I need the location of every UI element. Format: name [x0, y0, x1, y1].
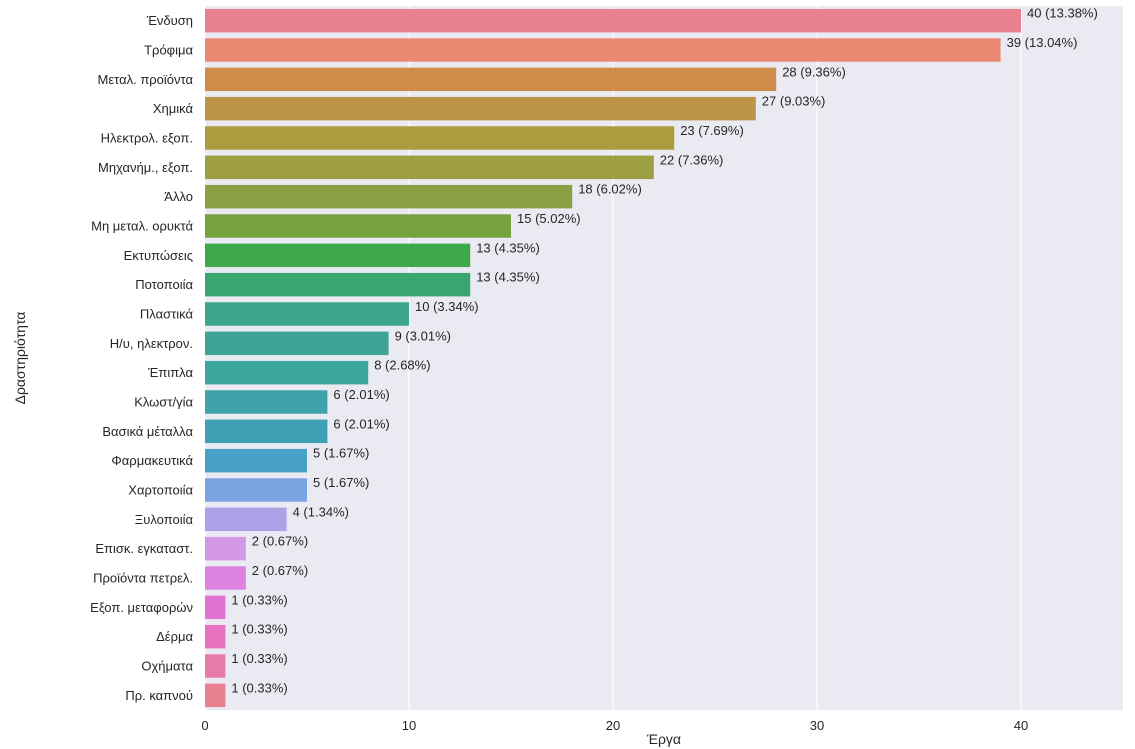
x-tick-label: 20 — [606, 718, 620, 733]
data-label: 39 (13.04%) — [1007, 35, 1078, 50]
category-label: Προϊόντα πετρελ. — [93, 571, 193, 586]
bar — [205, 302, 409, 326]
data-label: 40 (13.38%) — [1027, 6, 1098, 21]
data-label: 15 (5.02%) — [517, 211, 581, 226]
data-label: 28 (9.36%) — [782, 64, 846, 79]
x-tick-labels: 0 10 20 30 40 — [201, 718, 1028, 733]
bar — [205, 126, 675, 150]
category-label: Εξοπ. μεταφορών — [90, 600, 193, 615]
data-label: 1 (0.33%) — [231, 592, 287, 607]
category-label: Πλαστικά — [140, 307, 194, 322]
data-label: 23 (7.69%) — [680, 123, 744, 138]
data-label: 9 (3.01%) — [395, 328, 451, 343]
category-label: Δέρμα — [156, 629, 193, 644]
data-label: 22 (7.36%) — [660, 152, 724, 167]
data-label: 1 (0.33%) — [231, 680, 287, 695]
bar — [205, 272, 471, 297]
bar — [205, 624, 226, 649]
plot-background — [205, 6, 1123, 710]
category-label: Ηλεκτρολ. εξοπ. — [101, 131, 193, 146]
x-axis-label: Έργα — [646, 731, 681, 747]
bar — [205, 360, 369, 385]
data-label: 2 (0.67%) — [252, 563, 308, 578]
bar — [205, 448, 307, 473]
category-label: Κλωστ/γία — [134, 395, 193, 410]
category-label: Έπιπλα — [147, 365, 193, 380]
data-label: 1 (0.33%) — [231, 622, 287, 637]
data-label: 4 (1.34%) — [293, 504, 349, 519]
category-label: Ένδυση — [146, 13, 193, 28]
bar — [205, 683, 226, 708]
bar — [205, 536, 246, 561]
bar — [205, 419, 328, 444]
category-label: Φαρμακευτικά — [111, 453, 193, 468]
x-tick-label: 10 — [402, 718, 416, 733]
bar — [205, 331, 389, 356]
x-tick-label: 40 — [1014, 718, 1028, 733]
data-label: 6 (2.01%) — [333, 387, 389, 402]
data-label: 6 (2.01%) — [333, 416, 389, 431]
bar — [205, 184, 573, 209]
bar — [205, 595, 226, 620]
category-label: Μηχανήμ., εξοπ. — [98, 160, 193, 175]
data-labels: 40 (13.38%) 39 (13.04%) 28 (9.36%) 27 (9.03… — [231, 6, 1097, 696]
data-label: 18 (6.02%) — [578, 182, 642, 197]
category-label: Οχήματα — [141, 659, 193, 674]
bar — [205, 67, 777, 92]
bar — [205, 96, 756, 121]
category-labels: Ένδυση Τρόφιμα Μεταλ. προϊόντα Χημικά Ηλεκτρ… — [90, 13, 193, 703]
category-label: Ποτοποιία — [135, 277, 193, 292]
data-label: 10 (3.34%) — [415, 299, 479, 314]
bar — [205, 155, 654, 180]
category-label: Εκτυπώσεις — [124, 248, 193, 263]
data-label: 8 (2.68%) — [374, 358, 430, 373]
bar — [205, 8, 1021, 33]
bar — [205, 243, 471, 268]
bars — [205, 8, 1021, 708]
data-label: 5 (1.67%) — [313, 475, 369, 490]
bar — [205, 38, 1001, 62]
data-label: 5 (1.67%) — [313, 446, 369, 461]
bar — [205, 654, 226, 678]
category-label: Χημικά — [153, 101, 194, 116]
category-label: Τρόφιμα — [144, 43, 193, 58]
x-tick-label: 0 — [201, 718, 208, 733]
category-label: Ξυλοποιία — [135, 512, 194, 527]
data-label: 2 (0.67%) — [252, 534, 308, 549]
category-label: Επισκ. εγκαταστ. — [95, 541, 193, 556]
category-label: Πρ. καπνού — [125, 688, 193, 703]
data-label: 13 (4.35%) — [476, 270, 540, 285]
category-label: Άλλο — [164, 189, 193, 204]
bar — [205, 566, 246, 590]
gridlines — [204, 6, 1022, 710]
data-label: 1 (0.33%) — [231, 651, 287, 666]
bar — [205, 478, 307, 502]
bar — [205, 390, 328, 414]
category-label: Μη μεταλ. ορυκτά — [91, 219, 193, 234]
category-label: Μεταλ. προϊόντα — [98, 72, 194, 87]
category-label: Χαρτοποιία — [128, 483, 193, 498]
category-label: Η/υ, ηλεκτρον. — [110, 336, 193, 351]
data-label: 13 (4.35%) — [476, 240, 540, 255]
bar — [205, 214, 511, 238]
bar — [205, 507, 287, 532]
category-label: Βασικά μέταλλα — [102, 424, 193, 439]
data-label: 27 (9.03%) — [762, 94, 826, 109]
x-tick-label: 30 — [810, 718, 824, 733]
y-axis-label: Δραστηριότητα — [12, 312, 28, 405]
